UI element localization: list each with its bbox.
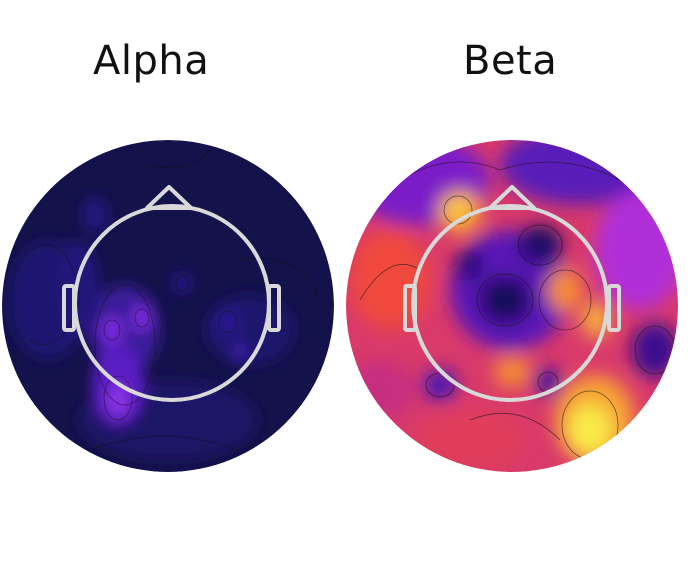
alpha-nose-icon <box>145 185 193 210</box>
alpha-head-outline <box>62 185 281 402</box>
alpha-topomap <box>2 140 334 472</box>
beta-head-outline <box>403 185 621 402</box>
beta-left-ear-icon <box>403 284 417 332</box>
beta-nose-icon <box>488 185 536 210</box>
alpha-right-ear-icon <box>267 284 281 332</box>
alpha-panel-title: Alpha <box>93 38 210 84</box>
beta-topomap <box>346 140 678 472</box>
alpha-contour-lines <box>29 149 321 456</box>
beta-right-ear-icon <box>607 284 621 332</box>
alpha-left-ear-icon <box>62 284 76 332</box>
beta-contour-lines <box>359 161 676 460</box>
beta-panel-title: Beta <box>463 38 558 84</box>
